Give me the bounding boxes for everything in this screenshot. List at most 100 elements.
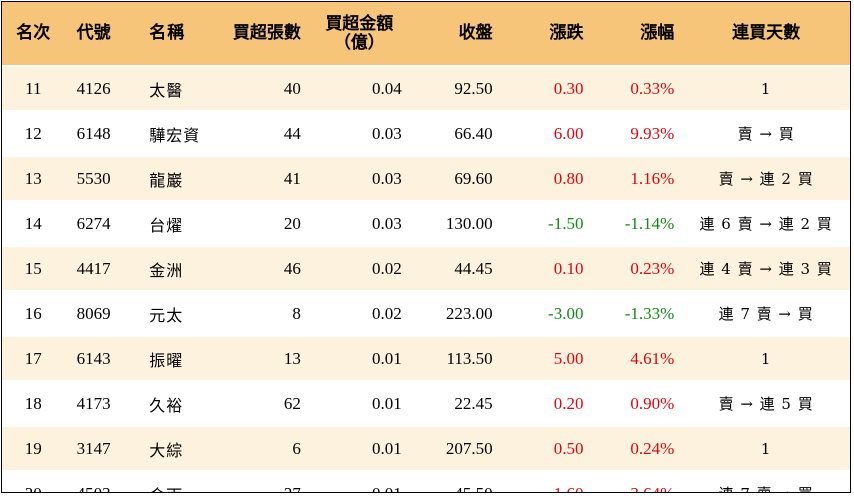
- table-row: 17 6143 振曜 13 0.01 113.50 5.00 4.61% 1: [2, 335, 850, 381]
- cell-change-pct: 4.61%: [591, 335, 683, 381]
- cell-consecutive-days: 賣 → 買: [682, 110, 850, 156]
- cell-change: -1.50: [500, 200, 592, 246]
- cell-name: 久裕: [137, 380, 218, 426]
- cell-net-buy-amount: 0.01: [308, 335, 410, 381]
- cell-rank: 15: [2, 245, 65, 291]
- cell-net-buy-lots: 46: [218, 245, 309, 291]
- header-net-buy-amount-line2: （億）: [333, 32, 385, 53]
- cell-consecutive-days: 1: [682, 425, 850, 471]
- header-rank: 名次: [2, 2, 65, 66]
- cell-net-buy-lots: 62: [218, 380, 309, 426]
- cell-net-buy-amount: 0.04: [308, 65, 410, 111]
- cell-change-pct: -1.33%: [591, 290, 683, 336]
- cell-change-pct: 3.64%: [591, 470, 683, 492]
- cell-change: 0.30: [500, 65, 592, 111]
- cell-change-pct: 0.90%: [591, 380, 683, 426]
- cell-net-buy-amount: 0.03: [308, 110, 410, 156]
- cell-rank: 20: [2, 470, 65, 492]
- cell-change-pct: 0.33%: [591, 65, 683, 111]
- cell-net-buy-lots: 27: [218, 470, 309, 492]
- cell-close: 207.50: [409, 425, 501, 471]
- cell-change-pct: 9.93%: [591, 110, 683, 156]
- table-row: 13 5530 龍巖 41 0.03 69.60 0.80 1.16% 賣 → 連 2 買: [2, 155, 850, 201]
- cell-name: 龍巖: [137, 155, 218, 201]
- table-row: 16 8069 元太 8 0.02 223.00 -3.00 -1.33% 連 7 賣 → 買: [2, 290, 850, 336]
- cell-name: 驊宏資: [137, 110, 218, 156]
- cell-change: 0.10: [500, 245, 592, 291]
- cell-rank: 12: [2, 110, 65, 156]
- cell-net-buy-amount: 0.01: [308, 470, 410, 492]
- header-close: 收盤: [409, 2, 501, 66]
- cell-close: 69.60: [409, 155, 501, 201]
- cell-change-pct: -1.14%: [591, 200, 683, 246]
- cell-consecutive-days: 1: [682, 335, 850, 381]
- cell-code: 6143: [64, 335, 138, 381]
- cell-code: 4503: [64, 470, 138, 492]
- cell-change-pct: 1.16%: [591, 155, 683, 201]
- cell-code: 6148: [64, 110, 138, 156]
- table-body: 11 4126 太醫 40 0.04 92.50 0.30 0.33% 1 12 6148 驊宏資 44…: [2, 65, 850, 492]
- cell-change: 6.00: [500, 110, 592, 156]
- cell-name: 太醫: [137, 65, 218, 111]
- cell-close: 45.50: [409, 470, 501, 492]
- header-net-buy-lots: 買超張數: [218, 2, 309, 66]
- header-net-buy-amount: 買超金額 （億）: [308, 2, 410, 66]
- cell-name: 台燿: [137, 200, 218, 246]
- cell-consecutive-days: 連 4 賣 → 連 3 買: [682, 245, 850, 291]
- cell-rank: 19: [2, 425, 65, 471]
- cell-rank: 18: [2, 380, 65, 426]
- cell-net-buy-lots: 8: [218, 290, 309, 336]
- header-name: 名稱: [137, 2, 218, 66]
- cell-change: -3.00: [500, 290, 592, 336]
- cell-change: 5.00: [500, 335, 592, 381]
- cell-change: 0.20: [500, 380, 592, 426]
- cell-net-buy-lots: 13: [218, 335, 309, 381]
- cell-net-buy-lots: 44: [218, 110, 309, 156]
- header-net-buy-amount-line1: 買超金額: [325, 13, 394, 34]
- cell-change: 0.80: [500, 155, 592, 201]
- cell-net-buy-amount: 0.01: [308, 380, 410, 426]
- cell-net-buy-lots: 6: [218, 425, 309, 471]
- cell-rank: 11: [2, 65, 65, 111]
- cell-close: 44.45: [409, 245, 501, 291]
- cell-net-buy-amount: 0.02: [308, 290, 410, 336]
- header-change-pct: 漲幅: [591, 2, 683, 66]
- cell-net-buy-lots: 41: [218, 155, 309, 201]
- cell-code: 3147: [64, 425, 138, 471]
- cell-code: 4173: [64, 380, 138, 426]
- cell-code: 4417: [64, 245, 138, 291]
- cell-code: 6274: [64, 200, 138, 246]
- cell-name: 振曜: [137, 335, 218, 381]
- cell-net-buy-amount: 0.01: [308, 425, 410, 471]
- cell-consecutive-days: 連 6 賣 → 連 2 買: [682, 200, 850, 246]
- table-row: 19 3147 大綜 6 0.01 207.50 0.50 0.24% 1: [2, 425, 850, 471]
- table-header-row: 名次 代號 名稱 買超張數 買超金額 （億） 收盤 漲跌 漲幅 連買天數: [2, 2, 850, 66]
- cell-net-buy-lots: 20: [218, 200, 309, 246]
- cell-net-buy-amount: 0.02: [308, 245, 410, 291]
- cell-close: 22.45: [409, 380, 501, 426]
- cell-consecutive-days: 連 7 賣 → 買: [682, 290, 850, 336]
- cell-close: 92.50: [409, 65, 501, 111]
- cell-code: 5530: [64, 155, 138, 201]
- table-row: 12 6148 驊宏資 44 0.03 66.40 6.00 9.93% 賣 → 買: [2, 110, 850, 156]
- header-code: 代號: [64, 2, 138, 66]
- cell-close: 66.40: [409, 110, 501, 156]
- cell-consecutive-days: 賣 → 連 2 買: [682, 155, 850, 201]
- cell-consecutive-days: 賣 → 連 5 買: [682, 380, 850, 426]
- table-row: 11 4126 太醫 40 0.04 92.50 0.30 0.33% 1: [2, 65, 850, 111]
- cell-consecutive-days: 連 7 賣 → 買: [682, 470, 850, 492]
- cell-change: 0.50: [500, 425, 592, 471]
- cell-change: 1.60: [500, 470, 592, 492]
- cell-name: 大綜: [137, 425, 218, 471]
- header-change: 漲跌: [500, 2, 592, 66]
- cell-net-buy-amount: 0.03: [308, 200, 410, 246]
- cell-name: 金雨: [137, 470, 218, 492]
- cell-rank: 17: [2, 335, 65, 381]
- cell-rank: 14: [2, 200, 65, 246]
- cell-name: 金洲: [137, 245, 218, 291]
- cell-code: 4126: [64, 65, 138, 111]
- table-row: 15 4417 金洲 46 0.02 44.45 0.10 0.23% 連 4 賣 → 連 3 …: [2, 245, 850, 291]
